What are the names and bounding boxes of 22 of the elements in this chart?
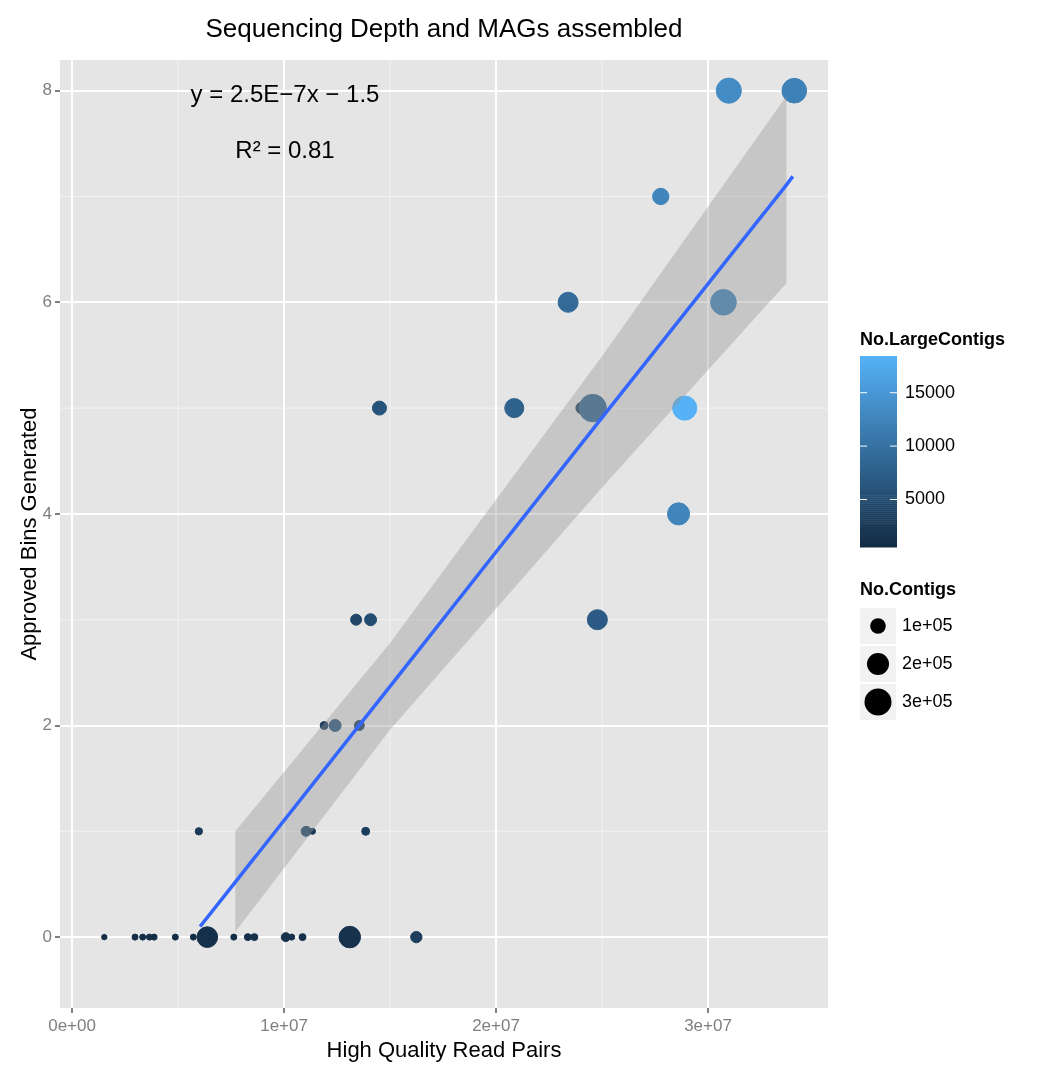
legend-label: 3e+05 — [902, 690, 953, 711]
legend-title: No.Contigs — [860, 578, 956, 599]
annotation: y = 2.5E−7x − 1.5 — [190, 79, 380, 107]
y-tick-label: 6 — [42, 291, 52, 311]
x-axis-title: High Quality Read Pairs — [326, 1037, 562, 1063]
color-bar-label: 10000 — [905, 435, 956, 456]
color-bar-label: 5000 — [905, 488, 946, 509]
legend-label: 1e+05 — [902, 614, 953, 635]
chart-title: Sequencing Depth and MAGs assembled — [205, 13, 683, 44]
x-tick-label: 0e+00 — [48, 1015, 96, 1035]
y-tick-label: 2 — [42, 715, 52, 735]
x-tick-label: 3e+07 — [684, 1015, 732, 1035]
color-bar-label: 15000 — [905, 381, 956, 402]
y-tick-label: 0 — [42, 926, 52, 946]
legend-label: 2e+05 — [902, 652, 953, 673]
x-tick-label: 2e+07 — [472, 1015, 520, 1035]
x-tick-label: 1e+07 — [260, 1015, 308, 1035]
annotation: R² = 0.81 — [235, 135, 335, 163]
color-bar-title: No.LargeContigs — [860, 328, 1006, 349]
y-tick-label: 4 — [42, 503, 52, 523]
y-tick-label: 8 — [42, 80, 52, 100]
y-axis-title: Approved Bins Generated — [16, 407, 42, 661]
